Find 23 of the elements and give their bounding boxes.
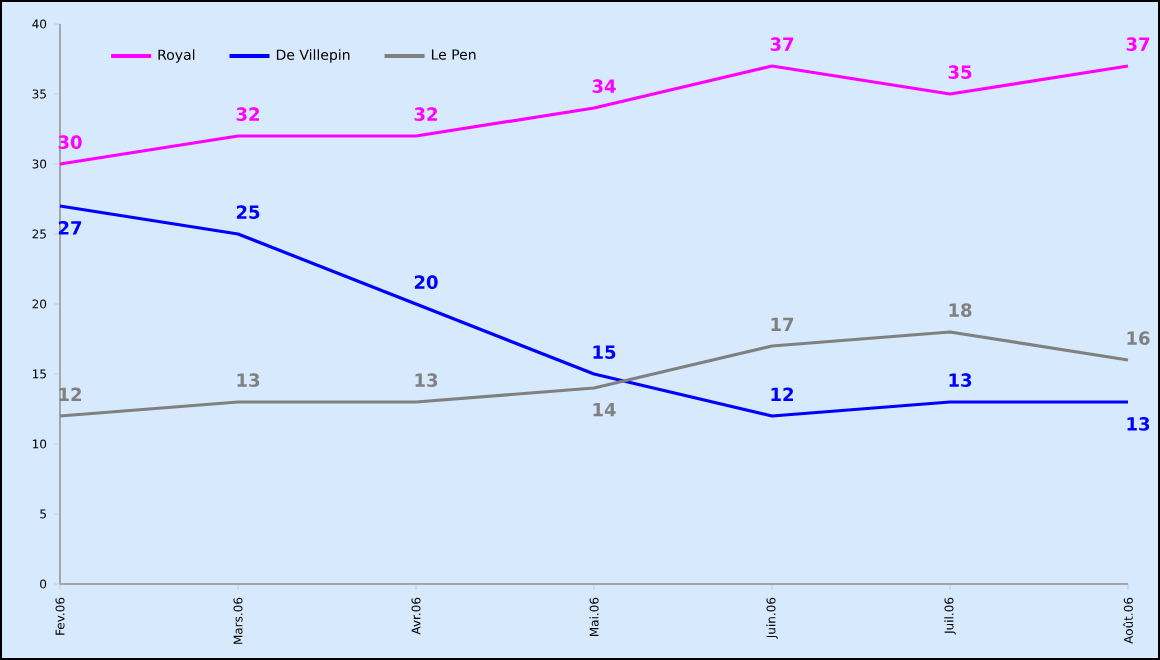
line-series — [58, 204, 1130, 418]
data-label: 12 — [771, 387, 793, 401]
data-label: 13 — [237, 373, 260, 387]
data-label: 13 — [949, 373, 972, 387]
data-label: 15 — [593, 345, 616, 359]
data-label: 37 — [1126, 37, 1150, 51]
data-label: 35 — [948, 65, 972, 79]
data-label: 20 — [414, 275, 438, 289]
data-label: 34 — [592, 79, 616, 93]
data-label: 14 — [593, 403, 616, 417]
data-label: 17 — [771, 317, 794, 331]
data-label: 18 — [949, 303, 972, 317]
data-label: 30 — [58, 135, 82, 149]
data-label: 27 — [58, 221, 82, 235]
line-series — [58, 64, 1130, 166]
data-label: 13 — [415, 373, 438, 387]
data-label: 32 — [236, 107, 259, 121]
data-label: 37 — [770, 37, 794, 51]
data-label: 25 — [236, 205, 260, 219]
data-label: 16 — [1127, 331, 1150, 345]
line-series — [58, 330, 1130, 418]
data-label: 13 — [1127, 417, 1150, 431]
data-label: 32 — [414, 107, 437, 121]
